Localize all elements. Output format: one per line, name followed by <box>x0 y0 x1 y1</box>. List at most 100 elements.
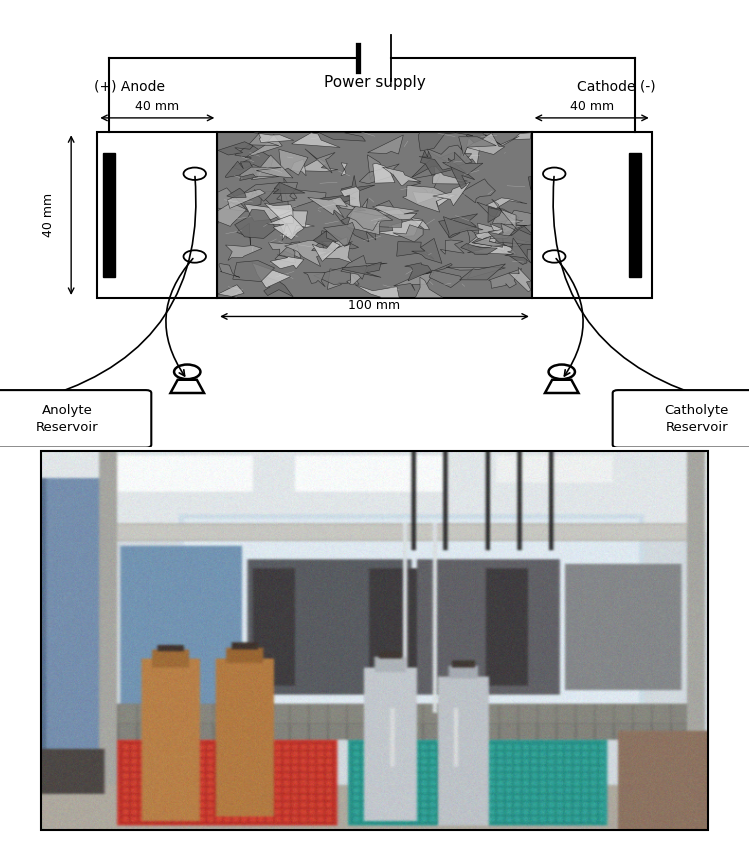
Polygon shape <box>354 206 406 215</box>
Polygon shape <box>368 135 403 154</box>
Polygon shape <box>392 225 423 242</box>
Polygon shape <box>319 133 366 141</box>
Polygon shape <box>284 178 297 201</box>
Polygon shape <box>485 135 519 146</box>
Text: 40 mm: 40 mm <box>570 100 613 113</box>
Polygon shape <box>270 254 304 269</box>
Polygon shape <box>237 223 250 245</box>
Polygon shape <box>404 263 431 281</box>
Polygon shape <box>312 242 340 261</box>
Bar <box>532 133 652 298</box>
Polygon shape <box>355 284 399 298</box>
Polygon shape <box>342 262 381 277</box>
Polygon shape <box>273 182 305 194</box>
Polygon shape <box>488 208 502 222</box>
Polygon shape <box>498 240 531 265</box>
Polygon shape <box>492 210 527 226</box>
Polygon shape <box>234 209 276 238</box>
Polygon shape <box>460 264 506 280</box>
Polygon shape <box>267 215 304 240</box>
Polygon shape <box>501 226 531 243</box>
Polygon shape <box>218 203 246 226</box>
Polygon shape <box>410 218 429 230</box>
Polygon shape <box>461 243 497 254</box>
Polygon shape <box>419 146 472 170</box>
Polygon shape <box>403 186 449 212</box>
Polygon shape <box>319 237 348 254</box>
Polygon shape <box>505 238 531 263</box>
Polygon shape <box>264 277 293 297</box>
Polygon shape <box>347 209 386 235</box>
Polygon shape <box>473 237 507 246</box>
Polygon shape <box>411 157 442 178</box>
Polygon shape <box>443 217 483 237</box>
Polygon shape <box>467 227 488 248</box>
Polygon shape <box>255 133 294 142</box>
Polygon shape <box>279 149 308 175</box>
Polygon shape <box>486 197 527 208</box>
Polygon shape <box>412 238 442 263</box>
Polygon shape <box>225 245 262 260</box>
Polygon shape <box>477 202 519 223</box>
Polygon shape <box>312 196 356 210</box>
Bar <box>103 153 115 277</box>
Polygon shape <box>429 270 462 288</box>
Text: (+) Anode: (+) Anode <box>94 80 165 94</box>
Polygon shape <box>252 155 293 180</box>
Text: Anolyte
Reservoir: Anolyte Reservoir <box>36 404 99 434</box>
Polygon shape <box>233 260 275 282</box>
Polygon shape <box>360 164 399 184</box>
Polygon shape <box>234 193 261 210</box>
Bar <box>217 133 532 298</box>
Polygon shape <box>393 272 434 291</box>
Polygon shape <box>373 163 395 183</box>
Polygon shape <box>284 189 326 209</box>
Polygon shape <box>465 136 479 165</box>
Polygon shape <box>440 240 464 254</box>
Bar <box>41 451 708 830</box>
Polygon shape <box>227 188 246 197</box>
Polygon shape <box>341 255 387 279</box>
Polygon shape <box>476 229 506 243</box>
Polygon shape <box>467 133 505 155</box>
Polygon shape <box>397 242 434 260</box>
Polygon shape <box>368 155 382 180</box>
Polygon shape <box>245 134 282 157</box>
Polygon shape <box>483 223 515 238</box>
Polygon shape <box>275 242 300 263</box>
Polygon shape <box>332 198 363 212</box>
Polygon shape <box>240 167 282 177</box>
Polygon shape <box>244 204 294 221</box>
Polygon shape <box>491 199 516 228</box>
Polygon shape <box>376 220 422 237</box>
Polygon shape <box>297 158 338 171</box>
Polygon shape <box>308 197 348 218</box>
Polygon shape <box>418 133 455 151</box>
Polygon shape <box>509 267 531 292</box>
Text: 100 mm: 100 mm <box>348 299 401 311</box>
Polygon shape <box>327 269 360 289</box>
Polygon shape <box>341 175 375 195</box>
Polygon shape <box>324 222 354 246</box>
Polygon shape <box>433 182 470 206</box>
Polygon shape <box>279 182 297 202</box>
Polygon shape <box>488 269 522 288</box>
Polygon shape <box>382 167 421 186</box>
Polygon shape <box>348 198 374 219</box>
Polygon shape <box>218 285 244 298</box>
Polygon shape <box>467 223 505 250</box>
Polygon shape <box>513 133 531 140</box>
Polygon shape <box>472 230 503 248</box>
Polygon shape <box>321 242 353 263</box>
Polygon shape <box>446 267 506 278</box>
Polygon shape <box>291 133 340 147</box>
Polygon shape <box>268 243 301 259</box>
Text: 40 mm: 40 mm <box>42 193 55 237</box>
Polygon shape <box>372 201 402 228</box>
Polygon shape <box>416 277 443 298</box>
Polygon shape <box>438 145 462 164</box>
Polygon shape <box>313 231 336 251</box>
Polygon shape <box>433 166 467 184</box>
Polygon shape <box>252 263 291 288</box>
Polygon shape <box>243 183 280 201</box>
